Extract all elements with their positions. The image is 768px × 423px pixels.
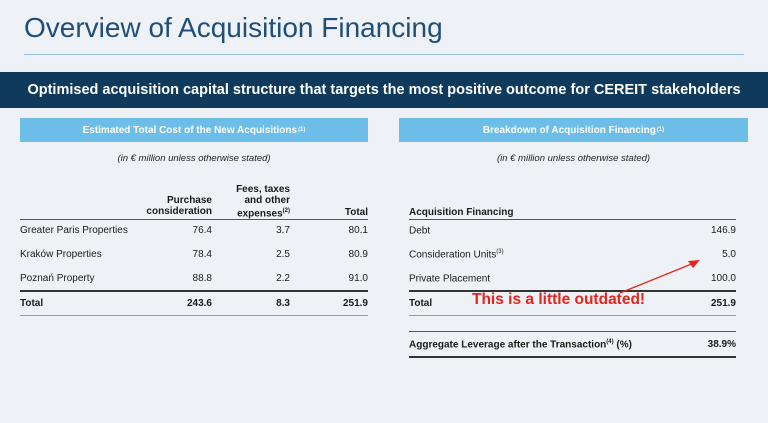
leverage-label-text: Aggregate Leverage after the Transaction bbox=[409, 339, 607, 351]
left-bottom-rule bbox=[20, 315, 368, 316]
left-row-total: 80.1 bbox=[348, 225, 368, 236]
left-row-purchase: 76.4 bbox=[192, 225, 212, 236]
title-divider bbox=[24, 54, 744, 55]
right-total-value: 251.9 bbox=[710, 298, 736, 309]
left-panel-header: Estimated Total Cost of the New Acquisit… bbox=[20, 118, 368, 142]
leverage-unit: (%) bbox=[613, 339, 632, 351]
page-title: Overview of Acquisition Financing bbox=[24, 12, 443, 43]
banner-text: Optimised acquisition capital structure … bbox=[27, 82, 741, 98]
col-header-fees-line3: expenses(2) bbox=[200, 206, 290, 219]
financing-row-value: 5.0 bbox=[722, 249, 736, 260]
right-total-label: Total bbox=[409, 298, 433, 309]
left-panel-footnote: (1) bbox=[298, 127, 306, 133]
left-total-purchase: 243.6 bbox=[186, 298, 212, 309]
col-header-purchase-line2: consideration bbox=[146, 206, 212, 217]
right-panel-note: (in € million unless otherwise stated) bbox=[496, 153, 651, 164]
banner: Optimised acquisition capital structure … bbox=[0, 72, 768, 108]
right-panel-header: Breakdown of Acquisition Financing (1) bbox=[399, 118, 748, 142]
col-header-total: Total bbox=[344, 207, 368, 218]
section-label: Acquisition Financing bbox=[409, 207, 514, 218]
left-row-fees: 2.2 bbox=[276, 273, 290, 284]
left-row-purchase: 78.4 bbox=[192, 249, 212, 260]
leverage-value: 38.9% bbox=[707, 339, 736, 350]
left-row-name: Kraków Properties bbox=[20, 249, 102, 260]
col-header-purchase: Purchase consideration bbox=[120, 195, 212, 217]
left-total-total: 251.9 bbox=[342, 298, 368, 309]
annotation-text: This is a little outdated! bbox=[472, 291, 646, 308]
financing-row-label: Debt bbox=[409, 225, 431, 237]
annotation-arrow bbox=[619, 260, 700, 294]
left-row-fees: 3.7 bbox=[276, 225, 290, 236]
col-header-fees-line3-text: expenses bbox=[237, 208, 283, 220]
financing-row-label: Private Placement bbox=[409, 273, 491, 285]
financing-row-name: Debt bbox=[409, 225, 430, 236]
financing-row-footnote: (3) bbox=[496, 249, 504, 255]
left-row-name: Poznań Property bbox=[20, 273, 95, 284]
right-total-rule bbox=[409, 290, 736, 292]
leverage-bottom-rule bbox=[409, 356, 736, 358]
left-header-rule bbox=[20, 219, 368, 220]
financing-row-name: Private Placement bbox=[409, 273, 490, 284]
col-header-fees-line1: Fees, taxes bbox=[236, 184, 290, 195]
left-row-purchase: 88.8 bbox=[192, 273, 212, 284]
financing-row-value: 100.0 bbox=[710, 273, 736, 284]
financing-row-name: Consideration Units(3) bbox=[409, 249, 504, 260]
left-row-name: Greater Paris Properties bbox=[20, 225, 128, 236]
col-header-fees: Fees, taxes and other expenses(2) bbox=[200, 184, 290, 219]
right-panel-heading: Breakdown of Acquisition Financing bbox=[482, 124, 656, 136]
left-total-fees: 8.3 bbox=[276, 298, 290, 309]
left-panel-note: (in € million unless otherwise stated) bbox=[117, 153, 271, 164]
left-row-total: 91.0 bbox=[348, 273, 368, 284]
left-total-rule bbox=[20, 290, 368, 292]
left-row-total: 80.9 bbox=[348, 249, 368, 260]
financing-row-value: 146.9 bbox=[710, 225, 736, 236]
left-panel-heading: Estimated Total Cost of the New Acquisit… bbox=[82, 124, 298, 136]
right-header-rule bbox=[409, 219, 736, 220]
leverage-footnote: (4) bbox=[606, 339, 614, 345]
leverage-top-rule bbox=[409, 331, 736, 332]
left-row-fees: 2.5 bbox=[276, 249, 290, 260]
left-total-label: Total bbox=[20, 298, 44, 309]
col-header-fees-footnote: (2) bbox=[282, 208, 290, 214]
financing-row-label: Consideration Units bbox=[409, 249, 497, 261]
leverage-label: Aggregate Leverage after the Transaction… bbox=[409, 339, 632, 350]
right-panel-footnote: (1) bbox=[656, 127, 665, 133]
col-header-fees-line2: and other bbox=[244, 195, 290, 206]
col-header-purchase-line1: Purchase bbox=[166, 195, 212, 206]
right-total-bottom-rule bbox=[409, 315, 736, 316]
